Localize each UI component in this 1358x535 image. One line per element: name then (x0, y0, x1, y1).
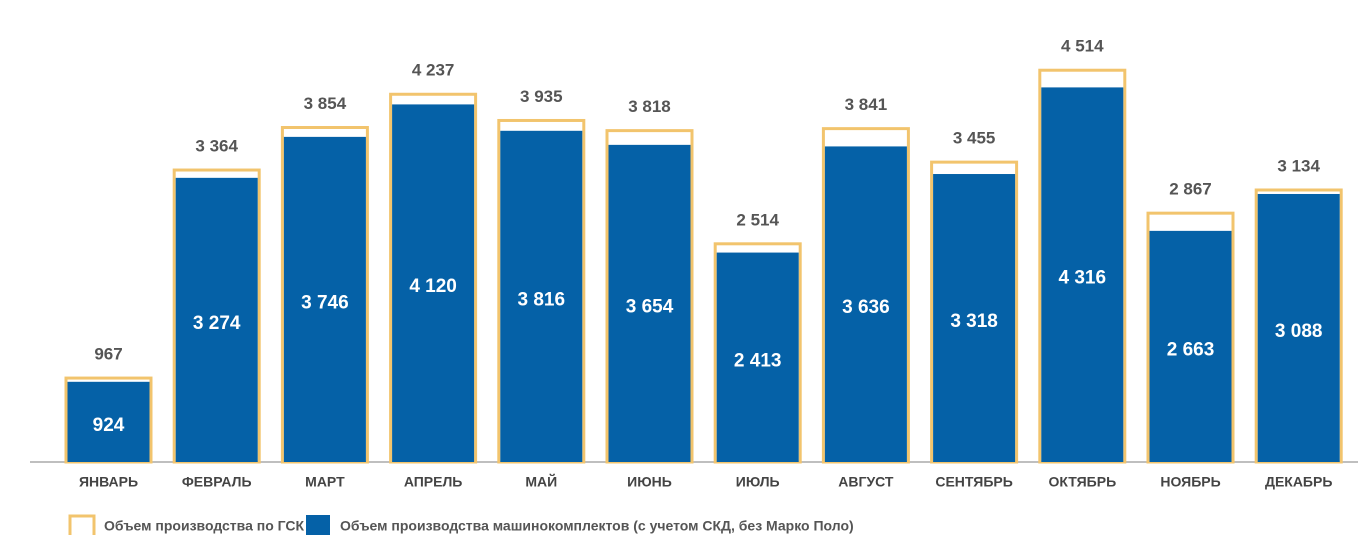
x-tick-label: ДЕКАБРЬ (1265, 474, 1332, 490)
value-label: 3 134 (1277, 156, 1320, 175)
value-label: 3 746 (301, 292, 349, 313)
value-label: 3 654 (626, 296, 674, 317)
value-label: 3 935 (520, 87, 563, 106)
x-tick-label: ИЮНЬ (627, 474, 672, 490)
value-label: 3 854 (304, 94, 347, 113)
value-label: 4 237 (412, 61, 455, 80)
x-tick-label: НОЯБРЬ (1160, 474, 1220, 490)
x-tick-label: СЕНТЯБРЬ (935, 474, 1012, 490)
bar (175, 177, 258, 463)
x-tick-label: МАЙ (525, 473, 557, 490)
x-tick-label: ЯНВАРЬ (79, 474, 138, 490)
value-label: 2 514 (736, 210, 779, 229)
bar (1257, 193, 1340, 462)
value-label: 3 841 (845, 95, 888, 114)
value-label: 2 663 (1167, 339, 1215, 360)
x-tick-label: АВГУСТ (838, 474, 894, 490)
value-label: 3 636 (842, 297, 890, 318)
legend-label: Объем производства по ГСК (104, 518, 305, 534)
value-label: 3 318 (950, 311, 998, 332)
value-label: 2 867 (1169, 180, 1212, 199)
bar (500, 130, 583, 463)
value-label: 924 (93, 415, 125, 436)
bar (1041, 87, 1124, 462)
value-label: 3 818 (628, 97, 671, 116)
x-tick-label: ОКТЯБРЬ (1048, 474, 1116, 490)
value-label: 3 088 (1275, 321, 1323, 342)
value-label: 3 816 (518, 289, 566, 310)
bar (392, 104, 475, 462)
x-tick-label: ФЕВРАЛЬ (182, 474, 252, 490)
bar (824, 146, 907, 462)
bar (1149, 230, 1232, 462)
value-label: 4 120 (409, 276, 457, 297)
bar (283, 136, 366, 462)
value-label: 4 514 (1061, 37, 1104, 56)
value-label: 3 364 (195, 137, 238, 156)
legend-label: Объем производства машинокомплектов (с у… (340, 518, 854, 534)
bar (716, 252, 799, 462)
bar (67, 381, 150, 462)
value-label: 4 316 (1059, 268, 1107, 289)
bar (608, 144, 691, 462)
legend-swatch-outline (68, 514, 96, 535)
value-label: 967 (94, 345, 122, 364)
x-tick-label: АПРЕЛЬ (404, 474, 463, 490)
legend-swatch-fill (306, 515, 330, 535)
x-tick-label: МАРТ (305, 474, 345, 490)
x-tick-label: ИЮЛЬ (736, 474, 780, 490)
value-label: 2 413 (734, 350, 782, 371)
value-label: 3 455 (953, 129, 996, 148)
value-label: 3 274 (193, 313, 241, 334)
bar (933, 174, 1016, 462)
